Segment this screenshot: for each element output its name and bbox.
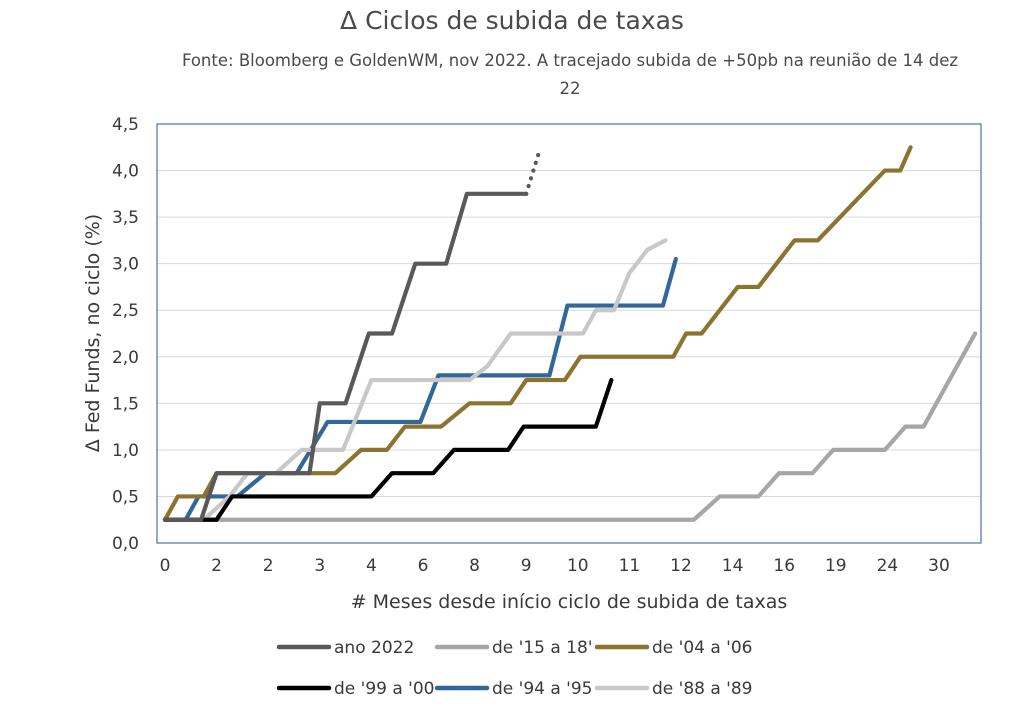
legend-label: de '15 a 18' [492, 638, 593, 658]
x-tick-label: 8 [469, 556, 480, 576]
x-tick-label: 0 [160, 556, 171, 576]
series-line-ano-2022 [162, 191, 529, 522]
x-tick-label: 16 [773, 556, 795, 576]
y-tick-label: 2,0 [112, 348, 139, 368]
plot-area-border [156, 123, 982, 544]
y-tick-label: 4,0 [112, 162, 139, 182]
x-tick-label: 11 [619, 556, 641, 576]
y-tick-label: 1,5 [112, 394, 139, 414]
x-tick-label: 14 [722, 556, 744, 576]
y-tick-label: 4,5 [112, 115, 139, 135]
x-tick-label: 3 [314, 556, 325, 576]
x-axis-label: # Meses desde início ciclo de subida de … [351, 591, 788, 613]
grid-lines [157, 123, 981, 544]
y-tick-label: 3,0 [112, 255, 139, 275]
axis-tick-labels: 0,0 0,5 1,0 1,5 2,0 2,5 3,0 3,5 4,0 4,5 0 2 2 3 4 6 8 9 10… [112, 115, 950, 576]
legend: ano 2022 de '15 a 18' de '04 a '06 de '99 a… [276, 638, 753, 699]
x-tick-label: 6 [418, 556, 429, 576]
x-tick-label: 19 [825, 556, 847, 576]
y-axis-label: Δ Fed Funds, no ciclo (%) [82, 214, 104, 452]
x-tick-label: 24 [877, 556, 899, 576]
y-tick-label: 3,5 [112, 208, 139, 228]
y-tick-label: 2,5 [112, 301, 139, 321]
x-tick-label: 30 [928, 556, 950, 576]
series-line-de-99-a-00 [162, 377, 614, 522]
series-line-de-88-a-89 [162, 238, 668, 522]
legend-label: de '88 a '89 [652, 679, 753, 699]
x-tick-label: 12 [670, 556, 692, 576]
x-tick-label: 4 [366, 556, 377, 576]
y-tick-label: 0,5 [112, 487, 139, 507]
legend-label: de '04 a '06 [652, 638, 753, 658]
legend-label: ano 2022 [334, 638, 414, 658]
x-tick-label: 2 [211, 556, 222, 576]
y-tick-label: 0,0 [112, 534, 139, 554]
legend-label: de '99 a '00 [334, 679, 435, 699]
x-tick-label: 2 [263, 556, 274, 576]
chart-subtitle: Fonte: Bloomberg e GoldenWM, nov 2022. A… [181, 51, 959, 98]
series-projection-ano-2022 [524, 149, 542, 196]
legend-label: de '94 a '95 [492, 679, 593, 699]
chart-title: Δ Ciclos de subida de taxas [340, 6, 684, 35]
series-lines [162, 145, 978, 522]
x-tick-label: 9 [521, 556, 532, 576]
y-tick-label: 1,0 [112, 441, 139, 461]
x-tick-label: 10 [567, 556, 589, 576]
series-line-de-15-a-18 [162, 331, 978, 522]
